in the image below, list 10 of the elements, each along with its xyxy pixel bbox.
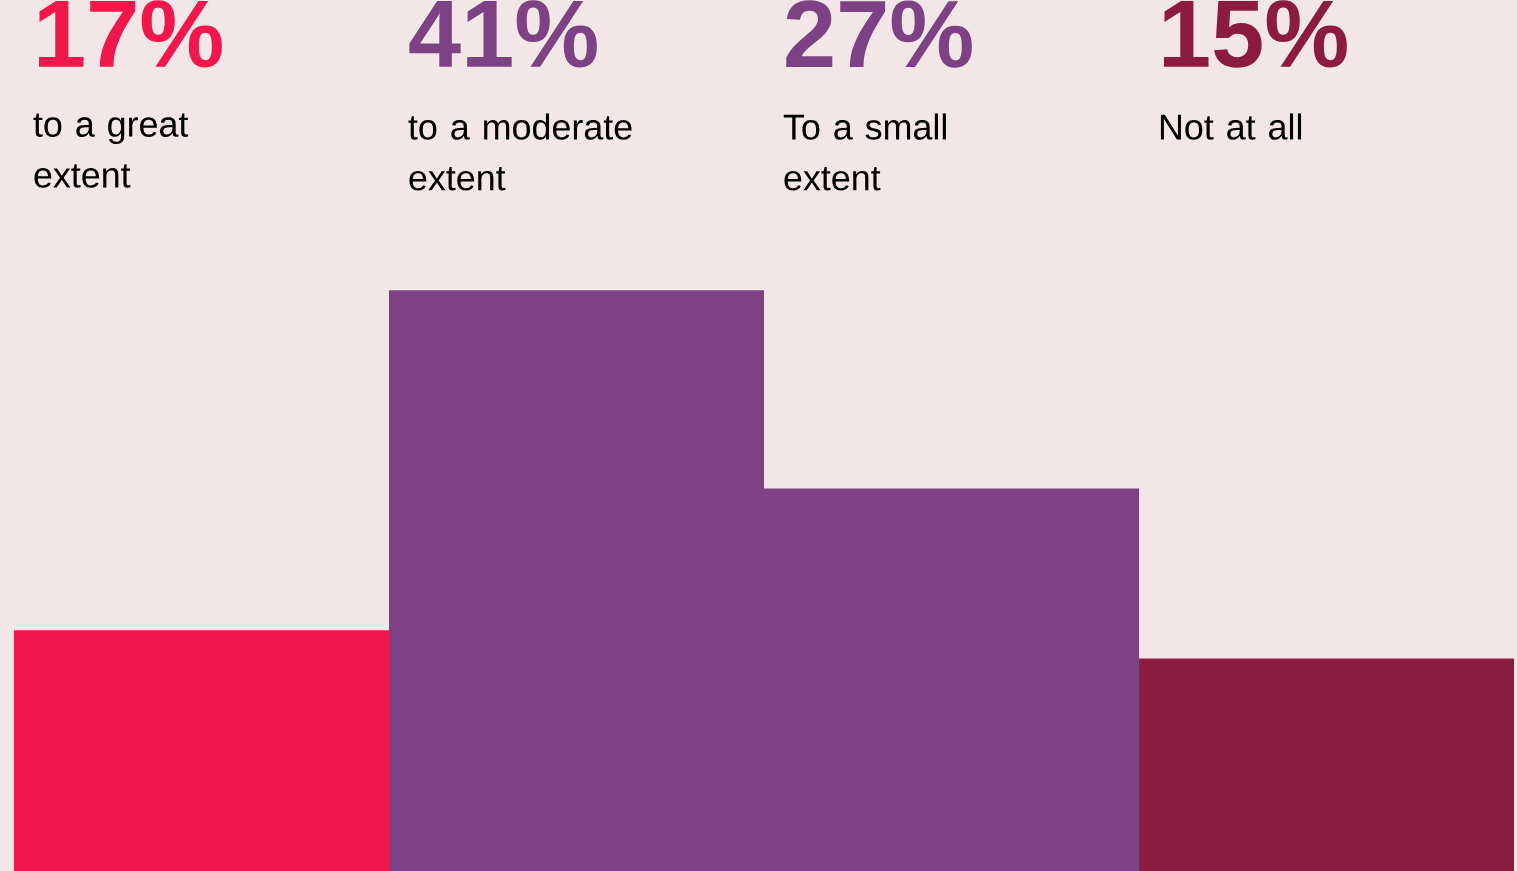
data-label: 17% xyxy=(38,0,222,68)
x-tick-label: to a great extent xyxy=(33,113,189,188)
x-tick-label: to a moderate extent xyxy=(408,113,632,191)
x-tick-label: Not at all xyxy=(1160,113,1302,140)
data-label: 27% xyxy=(786,0,972,68)
bar xyxy=(14,630,390,871)
bar xyxy=(1139,658,1515,871)
x-tick-label: To a small extent xyxy=(783,113,946,191)
data-label: 41% xyxy=(409,0,597,68)
data-label: 15% xyxy=(1164,0,1347,68)
